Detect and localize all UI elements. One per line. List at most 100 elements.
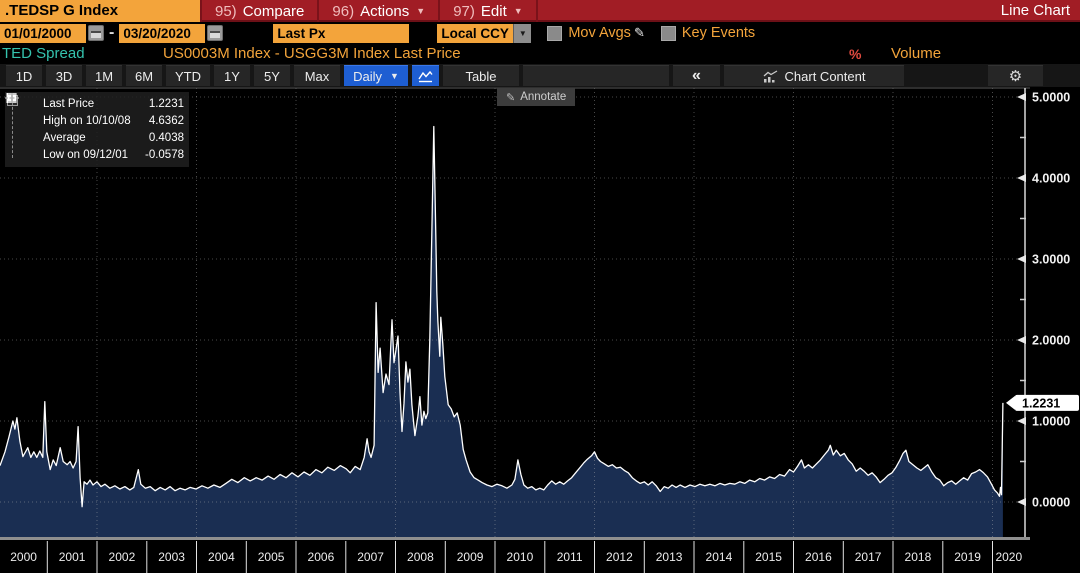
title-bar: .TEDSP G Index 95) Compare 96) Actions ▼ 97) E…	[0, 0, 1080, 22]
legend-label: Low on 09/12/01	[43, 148, 129, 161]
settings-bar: 01/01/2000 - 03/20/2020 Last Px Local CC…	[0, 22, 1080, 44]
volume-toggle[interactable]: Volume	[891, 45, 942, 62]
range-tab-1d[interactable]: 1D	[6, 65, 42, 86]
legend-item: Average 0.4038	[5, 95, 184, 146]
last-price-badge: 1.2231	[1006, 394, 1079, 411]
svg-text:5.0000: 5.0000	[1032, 91, 1070, 105]
menu-shortcut-number: 97)	[453, 2, 475, 20]
table-button[interactable]: Table	[443, 65, 519, 86]
chevron-down-icon: ▼	[389, 71, 399, 81]
range-tab-6m[interactable]: 6M	[126, 65, 162, 86]
x-axis-labels: 2000 2001 2002 2003 2004 2005 2006 2007 2008 2009…	[10, 541, 1022, 573]
x-axis-line	[0, 537, 1030, 540]
legend-label: Last Price	[43, 97, 95, 110]
line-chart-type-button[interactable]	[412, 65, 439, 86]
toolbar-spacer	[523, 65, 669, 86]
svg-text:2012: 2012	[606, 550, 633, 564]
security-ticker-input[interactable]: .TEDSP G Index	[0, 0, 200, 22]
menu-label: Actions	[360, 2, 410, 20]
mov-avgs-checkbox[interactable]	[547, 25, 563, 41]
svg-text:2014: 2014	[706, 550, 733, 564]
svg-text:2.0000: 2.0000	[1032, 334, 1070, 348]
date-from-input[interactable]: 01/01/2000	[0, 23, 86, 43]
annotate-pencil-icon: ✎	[506, 91, 516, 104]
annotate-tooltip[interactable]: ✎ Annotate	[497, 88, 576, 106]
security-formula: US0003M Index - USGG3M Index Last Price	[163, 45, 461, 62]
chart-content-button[interactable]: Chart Content	[724, 65, 904, 86]
svg-text:0.0000: 0.0000	[1032, 496, 1070, 510]
menu-bar: 95) Compare 96) Actions ▼ 97) Edit ▼	[200, 0, 538, 22]
legend-value: -0.0578	[144, 148, 184, 161]
svg-text:2008: 2008	[407, 550, 434, 564]
range-tab-max[interactable]: Max	[294, 65, 340, 86]
calendar-icon[interactable]	[88, 25, 104, 41]
price-field-input[interactable]: Last Px	[273, 23, 410, 43]
svg-text:2007: 2007	[357, 550, 384, 564]
chart-content-label: Chart Content	[784, 68, 866, 84]
svg-text:2015: 2015	[755, 550, 782, 564]
range-tab-ytd[interactable]: YTD	[166, 65, 210, 86]
price-line	[0, 125, 1004, 508]
svg-text:2020: 2020	[995, 550, 1022, 564]
collapse-panel-button[interactable]: «	[673, 65, 720, 86]
chevron-down-icon: ▼	[416, 6, 426, 16]
svg-text:2010: 2010	[507, 550, 534, 564]
svg-text:2001: 2001	[59, 550, 86, 564]
calendar-icon[interactable]	[207, 25, 224, 41]
svg-text:2000: 2000	[10, 550, 37, 564]
chart-legend[interactable]: Last Price 1.2231 High on 10/10/08 4.6362 Av…	[5, 92, 189, 167]
mov-avgs-label: Mov Avgs	[568, 25, 631, 41]
edit-pencil-icon[interactable]: ✎	[633, 25, 645, 40]
currency-value[interactable]: Local CCY	[437, 23, 514, 43]
legend-label: High on 10/10/08	[43, 114, 131, 127]
svg-text:2017: 2017	[855, 550, 882, 564]
settings-gear-button[interactable]: ⚙	[988, 65, 1043, 86]
svg-text:2004: 2004	[208, 550, 235, 564]
menu-edit[interactable]: 97) Edit ▼	[438, 0, 538, 22]
area-fill	[0, 126, 1003, 537]
svg-text:2011: 2011	[557, 550, 583, 564]
menu-actions[interactable]: 96) Actions ▼	[317, 0, 438, 22]
legend-item: Last Price 1.2231	[6, 93, 184, 112]
legend-value: 4.6362	[148, 114, 184, 127]
menu-shortcut-number: 96)	[332, 2, 355, 20]
range-tab-1m[interactable]: 1M	[86, 65, 122, 86]
menu-label: Compare	[242, 2, 305, 20]
range-tab-3d[interactable]: 3D	[46, 65, 82, 86]
period-select[interactable]: Daily ▼	[344, 65, 408, 86]
percent-toggle[interactable]: %	[849, 46, 862, 62]
date-range-separator: -	[109, 24, 115, 41]
svg-text:2009: 2009	[457, 550, 484, 564]
chart-content-icon	[763, 69, 779, 83]
range-tab-1y[interactable]: 1Y	[214, 65, 250, 86]
double-chevron-left-icon: «	[692, 67, 701, 84]
svg-text:3.0000: 3.0000	[1032, 253, 1070, 267]
svg-text:2016: 2016	[805, 550, 832, 564]
legend-value: 1.2231	[148, 97, 184, 110]
svg-text:1.2231: 1.2231	[1022, 396, 1060, 410]
chevron-down-icon: ▼	[513, 6, 523, 16]
legend-label: Average	[43, 131, 86, 144]
y-axis-labels: 0.0000 1.0000 2.0000 3.0000 4.0000 5.0000	[1017, 91, 1070, 510]
svg-text:2002: 2002	[109, 550, 136, 564]
security-name: TED Spread	[2, 45, 85, 62]
svg-text:2003: 2003	[158, 550, 185, 564]
svg-text:1.0000: 1.0000	[1032, 415, 1070, 429]
annotate-label: Annotate	[520, 91, 567, 103]
svg-text:2019: 2019	[954, 550, 981, 564]
function-title: Line Chart	[1000, 2, 1070, 19]
currency-dropdown-button[interactable]: ▼	[513, 23, 532, 43]
gear-icon: ⚙	[1008, 68, 1023, 85]
chart-area: 0.0000 1.0000 2.0000 3.0000 4.0000 5.0000 2000…	[0, 87, 1080, 573]
range-tab-5y[interactable]: 5Y	[254, 65, 290, 86]
date-to-input[interactable]: 03/20/2020	[119, 23, 206, 43]
legend-bracket	[12, 102, 13, 158]
menu-compare[interactable]: 95) Compare	[200, 0, 317, 22]
svg-text:2006: 2006	[308, 550, 335, 564]
key-events-checkbox[interactable]	[660, 25, 676, 41]
svg-text:2018: 2018	[905, 550, 932, 564]
currency-select[interactable]: Local CCY ▼	[409, 23, 532, 43]
legend-value: 0.4038	[148, 131, 184, 144]
svg-text:4.0000: 4.0000	[1032, 172, 1070, 186]
